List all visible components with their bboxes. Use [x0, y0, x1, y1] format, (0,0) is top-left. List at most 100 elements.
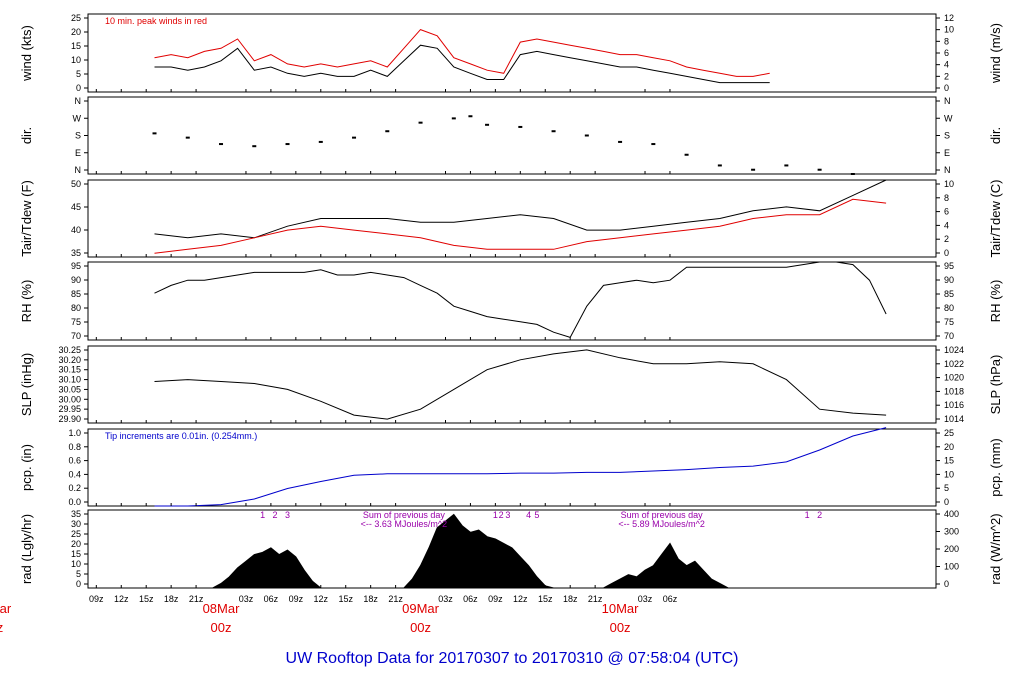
panel-frame-1 [87, 96, 937, 175]
direction-point [468, 115, 473, 118]
left-tick-label: 20 [71, 27, 81, 37]
left-tick-label: 15 [71, 41, 81, 51]
direction-point [551, 130, 556, 133]
left-tick-label: 30.00 [58, 394, 81, 404]
panel-frame-0 [87, 13, 937, 93]
x-tick-label: 09z [89, 594, 104, 604]
right-axis-label: dir. [988, 127, 1003, 144]
series-line-0 [154, 427, 887, 507]
right-tick-label: N [944, 96, 951, 106]
direction-point [385, 130, 390, 133]
radiation-summary-note: <-- 3.63 MJoules/m^2 [361, 519, 448, 529]
direction-point [318, 140, 323, 143]
right-tick-label: 5 [944, 483, 949, 493]
left-tick-label: 15 [71, 549, 81, 559]
radiation-marker: 3 [505, 510, 510, 520]
x-tick-label: 18z [164, 594, 179, 604]
left-tick-label: 30 [71, 519, 81, 529]
right-tick-label: 1024 [944, 345, 964, 355]
x-tick-label: 06z [663, 594, 678, 604]
direction-point [485, 123, 490, 126]
panel-annotation: 10 min. peak winds in red [105, 16, 207, 26]
right-tick-label: 4 [944, 60, 949, 70]
left-tick-label: 0.6 [68, 456, 81, 466]
panel-annotation: Tip increments are 0.01in. (0.254mm.) [105, 431, 257, 441]
left-tick-label: S [75, 131, 81, 141]
series-line-0 [154, 179, 887, 239]
left-tick-label: 75 [71, 317, 81, 327]
direction-point [352, 136, 357, 139]
right-tick-label: 2 [944, 71, 949, 81]
left-tick-label: 0 [76, 579, 81, 589]
x-tick-label: 18z [363, 594, 378, 604]
left-tick-label: E [75, 148, 81, 158]
panel-frame-4 [87, 345, 937, 424]
right-tick-label: 75 [944, 317, 954, 327]
left-axis-label: pcp. (in) [19, 444, 34, 491]
right-tick-label: 12 [944, 13, 954, 23]
x-tick-label: 21z [189, 594, 204, 604]
direction-point [717, 164, 722, 167]
left-tick-label: 0 [76, 83, 81, 93]
x-tick-label: 06z [264, 594, 279, 604]
left-tick-label: 0.8 [68, 442, 81, 452]
direction-point [618, 140, 623, 143]
direction-point [817, 168, 822, 171]
left-tick-label: 40 [71, 225, 81, 235]
right-tick-label: 4 [944, 220, 949, 230]
cut-day-date-label: Mar [0, 601, 12, 616]
direction-point [751, 168, 756, 171]
right-tick-label: 20 [944, 442, 954, 452]
right-tick-label: 1022 [944, 359, 964, 369]
right-tick-label: N [944, 165, 951, 175]
right-tick-label: 8 [944, 193, 949, 203]
series-line-1 [154, 198, 887, 254]
series-line-1 [154, 29, 770, 77]
direction-point [684, 153, 689, 156]
right-tick-label: 70 [944, 331, 954, 341]
day-time-label: 00z [211, 620, 232, 635]
radiation-marker: 5 [534, 510, 539, 520]
right-tick-label: 8 [944, 36, 949, 46]
left-tick-label: 29.90 [58, 414, 81, 424]
right-tick-label: 300 [944, 527, 959, 537]
x-tick-label: 21z [388, 594, 403, 604]
cut-day-time-label: z [0, 620, 3, 635]
day-time-label: 00z [410, 620, 431, 635]
series-line-0 [154, 261, 887, 339]
x-tick-label: 15z [139, 594, 154, 604]
left-tick-label: 80 [71, 303, 81, 313]
right-tick-label: 1020 [944, 373, 964, 383]
right-tick-label: 200 [944, 544, 959, 554]
left-tick-label: 30.15 [58, 365, 81, 375]
left-axis-label: wind (kts) [19, 25, 34, 82]
left-tick-label: 35 [71, 248, 81, 258]
right-axis-label: SLP (hPa) [988, 355, 1003, 415]
direction-point [418, 121, 423, 124]
right-tick-label: 80 [944, 303, 954, 313]
direction-point [451, 117, 456, 120]
right-tick-label: S [944, 131, 950, 141]
radiation-marker: 2 [273, 510, 278, 520]
radiation-marker: 1 [260, 510, 265, 520]
footer-title: UW Rooftop Data for 20170307 to 20170310… [285, 650, 739, 667]
right-tick-label: 90 [944, 275, 954, 285]
left-axis-label: Tair/Tdew (F) [19, 180, 34, 257]
radiation-summary-note: Sum of previous day [621, 510, 704, 520]
direction-point [784, 164, 789, 167]
left-tick-label: 0.0 [68, 497, 81, 507]
direction-point [518, 125, 523, 128]
left-axis-label: rad (Lgly/hr) [19, 514, 34, 584]
x-tick-label: 03z [239, 594, 254, 604]
right-tick-label: 0 [944, 497, 949, 507]
right-axis-label: rad (W/m^2) [988, 513, 1003, 584]
left-tick-label: 0.2 [68, 483, 81, 493]
left-tick-label: 95 [71, 261, 81, 271]
left-tick-label: 5 [76, 69, 81, 79]
direction-point [152, 132, 157, 135]
day-time-label: 00z [610, 620, 631, 635]
radiation-summary-note: <-- 5.89 MJoules/m^2 [618, 519, 705, 529]
radiation-marker: 3 [285, 510, 290, 520]
right-tick-label: 1018 [944, 386, 964, 396]
right-tick-label: 100 [944, 562, 959, 572]
